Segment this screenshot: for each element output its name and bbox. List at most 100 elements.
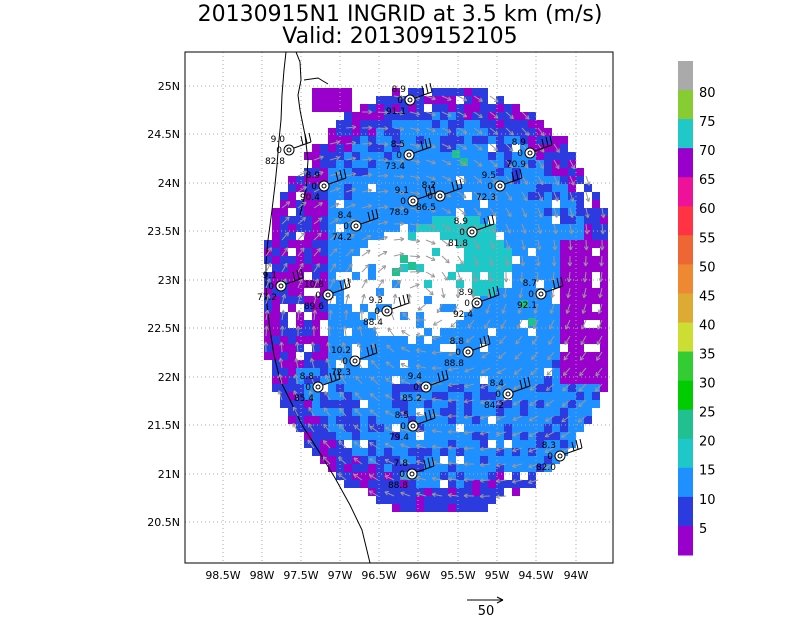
station-mid-value: 0: [547, 452, 553, 462]
colorbar-swatch: [678, 409, 693, 440]
station-bottom-value: 84.2: [484, 401, 504, 411]
wind-barb: [504, 168, 523, 185]
station-bottom-value: 85.2: [402, 394, 422, 404]
station-bottom-value: 90.4: [300, 193, 320, 203]
station-mid-value: 0: [528, 290, 534, 300]
station-bottom-value: 92.1: [517, 301, 537, 311]
wind-barb: [417, 408, 436, 425]
station-top-value: 8.5: [395, 411, 409, 421]
wind-barb: [417, 183, 436, 200]
colorbar-swatch: [678, 322, 693, 353]
station-mid-value: 0: [459, 228, 465, 238]
y-tick-label: 21.5N: [147, 419, 180, 432]
colorbar-swatch: [678, 206, 693, 236]
station-bottom-value: 74.2: [332, 233, 352, 243]
station-mid-value: 0: [396, 151, 402, 161]
station-bottom-value: 82.8: [265, 157, 285, 167]
colorbar-label: 15: [699, 464, 716, 479]
station-mid-value: 0: [268, 282, 274, 292]
colorbar-label: 75: [699, 115, 716, 130]
wind-barb: [332, 277, 351, 294]
y-tick-label: 22.5N: [147, 322, 180, 335]
colorbar-swatch: [678, 293, 693, 324]
station-top-value: 8.5: [391, 140, 405, 150]
map-title: 20130915N1 INGRID at 3.5 km (m/s): [197, 2, 603, 27]
station-top-value: 10.2: [331, 346, 351, 356]
colorbar-swatch: [678, 525, 693, 556]
colorbar-swatch: [678, 264, 693, 294]
station-mid-value: 0: [464, 299, 470, 309]
wind-barb: [293, 132, 312, 149]
wind-barb: [481, 285, 500, 302]
station-mid-value: 0: [399, 470, 405, 480]
wind-barb: [360, 208, 379, 225]
wind-barb: [430, 369, 449, 386]
wind-barb: [472, 334, 491, 351]
station-top-value: 7.8: [394, 459, 409, 469]
station-mid-value: 0: [374, 307, 380, 317]
y-tick-label: 23.5N: [147, 225, 180, 238]
station-top-value: 8.9: [392, 85, 407, 95]
station-top-value: 9.5: [482, 171, 496, 181]
station-top-value: 8.9: [306, 171, 321, 181]
colorbar-swatch: [678, 351, 693, 382]
wind-barb: [414, 82, 433, 99]
station-top-value: 8.7: [523, 279, 537, 289]
station-top-value: 9.4: [408, 372, 423, 382]
colorbar-label: 55: [699, 231, 716, 246]
x-tick-label: 94W: [564, 569, 589, 582]
wind-barb: [444, 178, 463, 195]
colorbar-swatch: [678, 177, 693, 207]
station-top-value: 9.3: [369, 296, 383, 306]
station-bottom-value: 91.1: [386, 107, 406, 117]
station-bottom-value: 79.4: [389, 433, 409, 443]
colorbar-label: 60: [699, 202, 716, 217]
x-tick-label: 95W: [485, 569, 510, 582]
colorbar: 5 10 15 20 25 30 35 40 45 50 55 60 65 70 75 80: [678, 61, 716, 556]
station-mid-value: 0: [495, 390, 501, 400]
station-mid-value: 0: [413, 383, 419, 393]
station-top-value: 8.9: [454, 217, 469, 227]
colorbar-label: 70: [699, 144, 716, 159]
station-bottom-value: 72.3: [331, 368, 351, 378]
station-bottom-value: 82.0: [536, 463, 556, 473]
station-top-value: 8.8: [450, 337, 465, 347]
colorbar-label: 20: [699, 435, 716, 450]
station-mid-value: 0: [487, 182, 493, 192]
wind-barb: [512, 376, 531, 393]
colorbar-label: 80: [699, 86, 716, 101]
station-top-value: 8.3: [542, 441, 556, 451]
x-tick-label: 98.5W: [205, 569, 240, 582]
station-top-value: 8.4: [338, 211, 353, 221]
y-tick-label: 20.5N: [147, 516, 180, 529]
colorbar-swatch: [678, 467, 693, 498]
station-top-value: 8.4: [490, 379, 505, 389]
station-mid-value: 0: [343, 222, 349, 232]
station-mid-value: 0: [455, 348, 461, 358]
colorbar-swatch: [678, 235, 693, 265]
x-tick-label: 97W: [328, 569, 353, 582]
wind-speed-shading: [264, 88, 608, 512]
wind-barb: [359, 343, 378, 360]
station-top-value: 8.9: [512, 138, 527, 148]
y-tick-label: 25N: [158, 80, 180, 93]
station-top-value: 9.0: [271, 135, 286, 145]
x-tick-label: 96W: [406, 569, 431, 582]
colorbar-label: 65: [699, 173, 716, 188]
station-mid-value: 0: [517, 149, 523, 159]
station-bottom-value: 73.4: [385, 162, 405, 172]
x-tick-label: 96.5W: [361, 569, 396, 582]
y-axis-ticks: 25N 24.5N 24N 23.5N 23N 22.5N 22N 21.5N 21N 20.5N: [147, 80, 180, 529]
colorbar-swatch: [678, 380, 693, 411]
station-bottom-value: 77.2: [257, 293, 277, 303]
